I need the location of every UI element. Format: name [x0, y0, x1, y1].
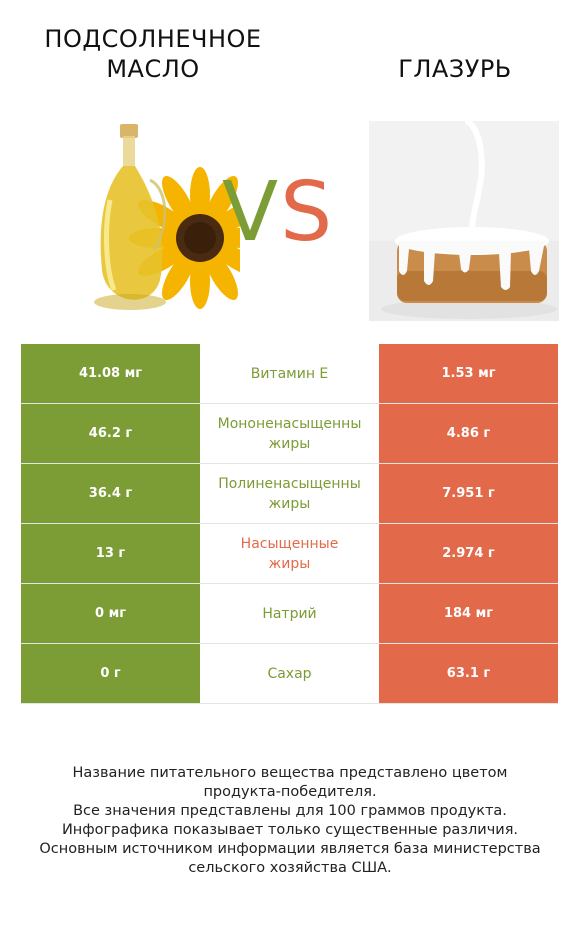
footer-line: продукта-победителя.	[203, 784, 377, 800]
vs-v: V	[222, 165, 281, 260]
nutrient-label-line: Натрий	[262, 605, 317, 622]
nutrient-label: Мононенасыщенны жиры	[200, 404, 379, 463]
vs-label: VS	[222, 168, 334, 258]
left-value: 41.08 мг	[21, 344, 200, 403]
table-row: 0 г Сахар 63.1 г	[21, 644, 558, 704]
sunflower-icon	[129, 167, 240, 309]
nutrient-label-line: Мононенасыщенны	[217, 415, 362, 432]
nutrient-label: Витамин E	[200, 344, 379, 403]
footer-line: Все значения представлены для 100 граммо…	[73, 803, 507, 819]
right-value: 7.951 г	[379, 464, 558, 523]
right-product-title: ГЛАЗУРЬ	[398, 55, 512, 83]
nutrient-label-line: жиры	[268, 555, 311, 572]
table-row: 0 мг Натрий 184 мг	[21, 584, 558, 644]
left-product-title: ПОДСОЛНЕЧНОЕ МАСЛО	[18, 24, 288, 84]
oil-bottle-icon	[94, 124, 167, 310]
nutrient-label: Насыщенные жиры	[200, 524, 379, 583]
vs-s: S	[280, 165, 335, 260]
nutrient-label-line: Витамин E	[250, 365, 329, 382]
right-value: 63.1 г	[379, 644, 558, 703]
comparison-table: 41.08 мг Витамин E 1.53 мг 46.2 г Мононенасы…	[21, 344, 558, 704]
table-row: 36.4 г Полиненасыщенны жиры 7.951 г	[21, 464, 558, 524]
row-divider	[21, 643, 558, 644]
right-value: 2.974 г	[379, 524, 558, 583]
nutrient-label-line: жиры	[268, 495, 311, 512]
left-title-line2: МАСЛО	[106, 55, 200, 83]
nutrient-label: Полиненасыщенны жиры	[200, 464, 379, 523]
left-value: 46.2 г	[21, 404, 200, 463]
left-value: 36.4 г	[21, 464, 200, 523]
nutrient-label: Натрий	[200, 584, 379, 643]
footer-line: сельского хозяйства США.	[188, 860, 392, 876]
table-row: 13 г Насыщенные жиры 2.974 г	[21, 524, 558, 584]
row-divider	[21, 583, 558, 584]
footer-note: Название питательного вещества представл…	[20, 764, 560, 878]
left-value: 13 г	[21, 524, 200, 583]
row-divider	[21, 523, 558, 524]
footer-line: Инфографика показывает только существенн…	[61, 822, 519, 838]
left-value: 0 мг	[21, 584, 200, 643]
nutrient-label: Сахар	[200, 644, 379, 703]
right-value: 184 мг	[379, 584, 558, 643]
nutrient-label-line: Насыщенные	[240, 535, 339, 552]
sunflower-oil-image	[94, 124, 240, 310]
footer-line: Название питательного вещества представл…	[72, 765, 508, 781]
left-value: 0 г	[21, 644, 200, 703]
row-divider	[21, 403, 558, 404]
nutrient-label-line: Сахар	[267, 665, 312, 682]
table-row: 46.2 г Мононенасыщенны жиры 4.86 г	[21, 404, 558, 464]
footer-line: Основным источником информации является …	[39, 841, 541, 857]
right-value: 1.53 мг	[379, 344, 558, 403]
row-divider	[21, 703, 558, 704]
right-value: 4.86 г	[379, 404, 558, 463]
table-row: 41.08 мг Витамин E 1.53 мг	[21, 344, 558, 404]
glazed-cake-icon	[381, 121, 557, 319]
nutrient-label-line: Полиненасыщенны	[218, 475, 361, 492]
row-divider	[21, 463, 558, 464]
left-title-line1: ПОДСОЛНЕЧНОЕ	[44, 25, 262, 53]
nutrient-label-line: жиры	[268, 435, 311, 452]
glaze-image	[369, 121, 559, 321]
